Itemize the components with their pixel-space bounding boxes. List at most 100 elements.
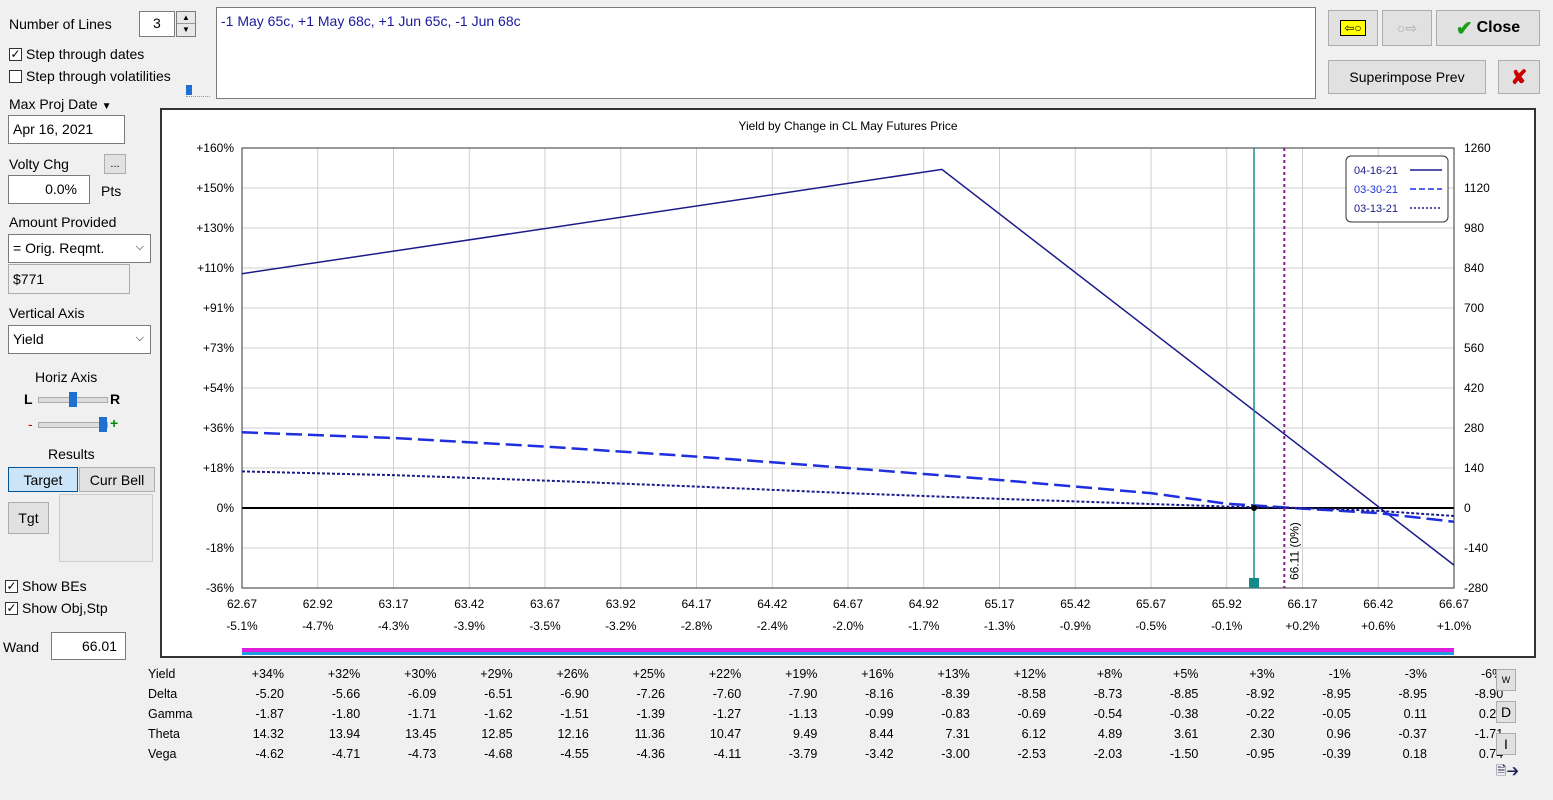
cancel-button[interactable]: ✘ bbox=[1498, 60, 1540, 94]
close-label: Close bbox=[1476, 19, 1521, 36]
results-label: Results bbox=[48, 446, 95, 462]
greek-cell: +29% bbox=[480, 667, 513, 681]
step-vols-checkbox[interactable]: Step through volatilities bbox=[9, 68, 171, 84]
greek-cell: +3% bbox=[1249, 667, 1275, 681]
x-tick-label: 64.92 bbox=[909, 597, 939, 611]
greek-cell: -0.99 bbox=[865, 707, 894, 721]
chevron-down-icon: ⌵ bbox=[135, 241, 144, 253]
wand-input[interactable]: 66.01 bbox=[51, 632, 126, 660]
y-left-tick-label: -18% bbox=[206, 541, 234, 555]
y-left-tick-label: +160% bbox=[196, 141, 234, 155]
w-button[interactable]: W bbox=[1496, 669, 1516, 691]
volty-chg-input[interactable]: 0.0% bbox=[8, 175, 90, 204]
show-bes-checkbox[interactable]: ✓ Show BEs bbox=[5, 578, 87, 594]
x-tick-label: 65.42 bbox=[1060, 597, 1090, 611]
greek-cell: -1.80 bbox=[331, 707, 361, 721]
greek-row-label: Yield bbox=[148, 667, 176, 681]
y-right-tick-label: 1260 bbox=[1464, 141, 1491, 155]
amount-value-field: $771 bbox=[8, 264, 130, 294]
slider-thumb[interactable] bbox=[186, 85, 192, 95]
greek-cell: 13.45 bbox=[405, 727, 437, 741]
x-tick-label: 63.17 bbox=[378, 597, 408, 611]
horiz-l-label: L bbox=[24, 391, 33, 407]
greek-cell: -1.87 bbox=[255, 707, 285, 721]
position-text-area[interactable]: -1 May 65c, +1 May 68c, +1 Jun 65c, -1 J… bbox=[216, 7, 1316, 99]
next-button[interactable]: ○⇨ bbox=[1382, 10, 1432, 46]
x-tick-label: 64.42 bbox=[757, 597, 787, 611]
greek-cell: -2.03 bbox=[1093, 747, 1123, 761]
superimpose-button[interactable]: Superimpose Prev bbox=[1328, 60, 1486, 94]
x-tick-label: 66.17 bbox=[1287, 597, 1317, 611]
slider-thumb[interactable] bbox=[99, 417, 107, 432]
checkbox-icon: ✓ bbox=[9, 46, 22, 61]
tgt-button[interactable]: Tgt bbox=[8, 502, 49, 534]
greek-cell: -5.66 bbox=[331, 687, 361, 701]
horiz-axis-label: Horiz Axis bbox=[35, 369, 98, 385]
y-right-tick-label: 280 bbox=[1464, 421, 1484, 435]
amount-provided-label: Amount Provided bbox=[9, 214, 117, 230]
show-obj-checkbox[interactable]: ✓ Show Obj,Stp bbox=[5, 600, 108, 616]
wand-label: Wand bbox=[3, 639, 40, 655]
chart-panel[interactable]: Yield by Change in CL May Futures Price 6… bbox=[160, 108, 1536, 658]
greek-cell: -1.71 bbox=[1474, 727, 1504, 741]
num-lines-input[interactable]: 3 bbox=[139, 11, 175, 37]
greek-cell: +12% bbox=[1013, 667, 1046, 681]
x-pct-tick-label: -0.5% bbox=[1135, 619, 1167, 633]
greek-cell: -8.16 bbox=[865, 687, 894, 701]
x-tick-label: 64.17 bbox=[681, 597, 711, 611]
wand-point bbox=[1251, 505, 1258, 511]
greek-cell: -0.05 bbox=[1322, 707, 1351, 721]
greek-cell: -8.95 bbox=[1398, 687, 1428, 701]
greek-cell: 14.32 bbox=[252, 727, 284, 741]
zoom-slider[interactable] bbox=[38, 417, 108, 432]
vertical-axis-select[interactable]: Yield ⌵ bbox=[8, 325, 151, 354]
y-right-tick-label: 560 bbox=[1464, 341, 1484, 355]
greek-row-label: Vega bbox=[148, 747, 177, 761]
greek-cell: -1.50 bbox=[1169, 747, 1199, 761]
export-icon[interactable]: 🗎➔ bbox=[1496, 763, 1519, 778]
d-button[interactable]: D bbox=[1496, 701, 1516, 723]
y-right-tick-label: 420 bbox=[1464, 381, 1484, 395]
greek-cell: +26% bbox=[556, 667, 589, 681]
amount-provided-select[interactable]: = Orig. Reqmt. ⌵ bbox=[8, 234, 151, 263]
yield-chart[interactable]: Yield by Change in CL May Futures Price 6… bbox=[162, 110, 1534, 656]
spin-down-icon[interactable]: ▼ bbox=[182, 25, 190, 34]
greek-cell: 12.16 bbox=[557, 727, 589, 741]
greek-cell: -0.39 bbox=[1322, 747, 1351, 761]
slider-thumb[interactable] bbox=[69, 392, 77, 407]
greek-cell: -6.51 bbox=[484, 687, 513, 701]
greek-cell: -7.26 bbox=[636, 687, 666, 701]
arrow-left-icon: ⇦○ bbox=[1340, 20, 1366, 36]
greek-cell: 2.30 bbox=[1250, 727, 1275, 741]
curr-bell-button[interactable]: Curr Bell bbox=[79, 467, 155, 492]
max-proj-date-input[interactable]: Apr 16, 2021 bbox=[8, 115, 125, 144]
greek-row-label: Gamma bbox=[148, 707, 193, 721]
y-left-tick-label: +150% bbox=[196, 181, 234, 195]
max-proj-date-label[interactable]: Max Proj Date ▼ bbox=[9, 96, 112, 112]
greek-cell: -6% bbox=[1480, 667, 1504, 681]
spin-up-icon[interactable]: ▲ bbox=[177, 12, 195, 24]
horiz-axis-slider[interactable] bbox=[38, 392, 108, 407]
close-button[interactable]: ✔ Close bbox=[1436, 10, 1540, 46]
greek-cell: 3.61 bbox=[1174, 727, 1199, 741]
num-lines-label: Number of Lines bbox=[9, 16, 112, 32]
x-tick-label: 62.92 bbox=[303, 597, 333, 611]
greek-cell: 6.12 bbox=[1021, 727, 1046, 741]
greek-cell: 11.36 bbox=[634, 727, 665, 741]
greek-cell: -8.73 bbox=[1093, 687, 1123, 701]
num-lines-spinner[interactable]: ▲ ▼ bbox=[176, 11, 196, 37]
x-tick-label: 65.67 bbox=[1136, 597, 1166, 611]
show-obj-label: Show Obj,Stp bbox=[22, 600, 108, 616]
step-dates-checkbox[interactable]: ✓ Step through dates bbox=[9, 46, 144, 62]
checkbox-icon: ✓ bbox=[5, 600, 18, 615]
target-button[interactable]: Target bbox=[8, 467, 78, 492]
series-line-03-13-21 bbox=[241, 470, 1455, 517]
volty-more-button[interactable]: ... bbox=[104, 154, 126, 174]
i-button[interactable]: I bbox=[1496, 733, 1516, 755]
x-pct-tick-label: -2.8% bbox=[681, 619, 713, 633]
greek-cell: +13% bbox=[937, 667, 970, 681]
greek-cell: -2.53 bbox=[1017, 747, 1047, 761]
prev-button[interactable]: ⇦○ bbox=[1328, 10, 1378, 46]
vol-step-slider[interactable] bbox=[186, 85, 210, 97]
volty-chg-label: Volty Chg bbox=[9, 156, 69, 172]
